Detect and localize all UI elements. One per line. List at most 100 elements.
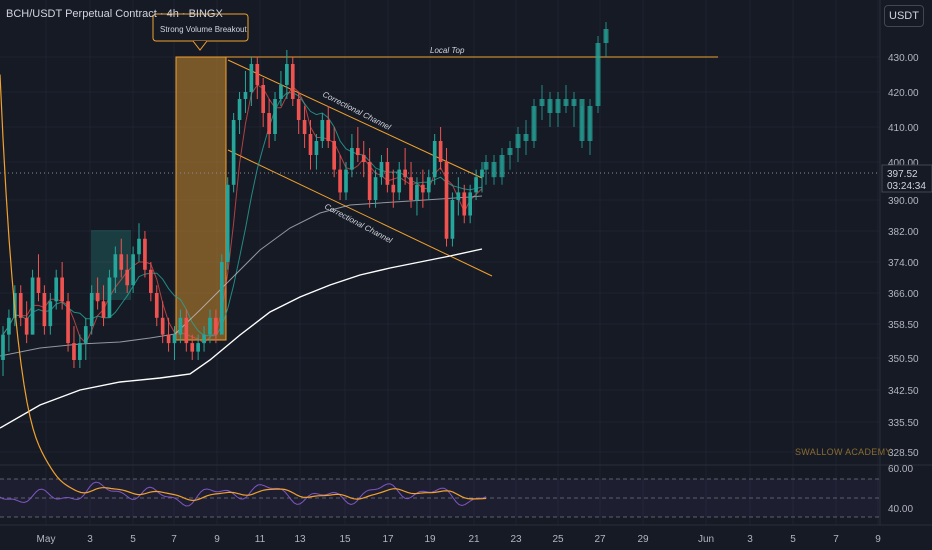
candle-body: [66, 301, 70, 344]
projected-candle: [499, 155, 505, 178]
candle-body: [421, 184, 425, 193]
candle-body: [137, 238, 141, 255]
candle-body: [83, 326, 88, 344]
candle-body: [308, 134, 313, 155]
projected-candle: [507, 148, 513, 155]
time-tick-label: 7: [833, 534, 839, 545]
projected-candle: [491, 162, 497, 178]
candle-body: [326, 120, 331, 141]
channel-lower-line: [227, 149, 493, 277]
candle-body: [154, 293, 159, 318]
price-tick-label: 430.00: [888, 53, 919, 64]
candle-body: [42, 293, 47, 327]
candle-body: [468, 192, 473, 216]
projected-candles: [483, 22, 609, 185]
projected-candle: [547, 99, 553, 113]
candle-body: [131, 254, 135, 286]
time-tick-label: 27: [594, 534, 606, 545]
projected-candle: [571, 99, 577, 106]
candle-body: [178, 317, 183, 335]
candle-body: [36, 277, 41, 293]
price-tick-label: 366.00: [888, 289, 919, 300]
candle-body: [255, 64, 260, 85]
candle-body: [249, 64, 254, 92]
candle-body: [391, 184, 396, 193]
last-price-countdown: 03:24:34: [887, 181, 926, 192]
price-tick-label: 335.50: [888, 418, 919, 429]
moving-averages: [0, 84, 483, 429]
projected-candle: [603, 29, 609, 43]
candle-body: [432, 141, 437, 178]
candle-body: [219, 262, 224, 335]
candle-body: [196, 343, 200, 352]
rsi-band: [0, 479, 880, 517]
candle-body: [48, 301, 53, 327]
grid: [0, 0, 880, 525]
candle-body: [332, 141, 336, 170]
candle-body: [18, 293, 23, 318]
candle-body: [474, 177, 478, 193]
chart-title: BCH/USDT Perpetual Contract · 4h · BINGX: [6, 8, 223, 20]
time-axis: May 3 5 7 9 11 13 15 17 19 21 23 25 27 29 Jun 3 5 7 9: [0, 524, 932, 545]
candle-body: [373, 177, 378, 200]
time-tick-label: 13: [294, 534, 306, 545]
time-tick-label: 29: [637, 534, 649, 545]
time-tick-label: 9: [875, 534, 881, 545]
callout-pointer: [192, 40, 208, 51]
time-tick-label: Jun: [698, 534, 714, 545]
candle-body: [314, 141, 319, 155]
time-tick-label: 17: [382, 534, 394, 545]
ma-mid-line: [2, 92, 483, 337]
time-tick-label: 25: [552, 534, 564, 545]
candle-body: [208, 317, 212, 335]
candle-body: [338, 169, 342, 193]
ma-fast-line: [2, 84, 483, 344]
candle-body: [30, 277, 35, 335]
candle-body: [243, 92, 248, 99]
time-tick-label: 15: [339, 534, 351, 545]
candle-body: [320, 120, 325, 141]
projected-candle: [531, 106, 537, 141]
candle-body: [355, 148, 360, 155]
rsi-tick-label: 40.00: [888, 504, 913, 515]
candle-body: [296, 99, 301, 120]
candle-body: [290, 64, 295, 99]
candle-body: [456, 192, 461, 200]
candle-body: [60, 277, 64, 302]
candle-body: [438, 141, 443, 162]
candle-body: [166, 334, 171, 344]
time-tick-label: 5: [130, 534, 136, 545]
projected-candle: [587, 106, 593, 141]
last-price-value: 397.52: [887, 169, 918, 180]
price-tick-label: 420.00: [888, 88, 919, 99]
candle-body: [119, 254, 124, 270]
price-tick-label: 328.50: [888, 448, 919, 459]
rsi-signal-line: [0, 74, 487, 502]
currency-unit-button[interactable]: USDT: [884, 5, 924, 27]
local-top-label: Local Top: [430, 46, 465, 55]
candle-body: [415, 184, 419, 200]
time-tick-label: 19: [424, 534, 436, 545]
candle-body: [125, 269, 130, 286]
candle-body: [7, 317, 11, 335]
candle-body: [397, 169, 402, 193]
candle-body: [367, 162, 372, 200]
projected-candle: [563, 99, 569, 106]
projected-candle: [595, 43, 601, 106]
projected-candle: [515, 134, 521, 148]
candle-body: [379, 162, 384, 178]
candle-body: [54, 277, 59, 302]
candle-body: [480, 169, 484, 178]
candle-body: [1, 334, 5, 360]
callout-text: Strong Volume Breakout: [160, 25, 247, 34]
time-tick-label: 21: [468, 534, 480, 545]
price-tick-label: 358.50: [888, 320, 919, 331]
candle-body: [302, 120, 307, 134]
candle-body: [409, 177, 413, 200]
candle-body: [462, 192, 467, 216]
projected-candle: [483, 162, 489, 170]
price-tick-label: 374.00: [888, 258, 919, 269]
ma-slow-line: [0, 195, 483, 357]
candle-body: [444, 162, 449, 239]
